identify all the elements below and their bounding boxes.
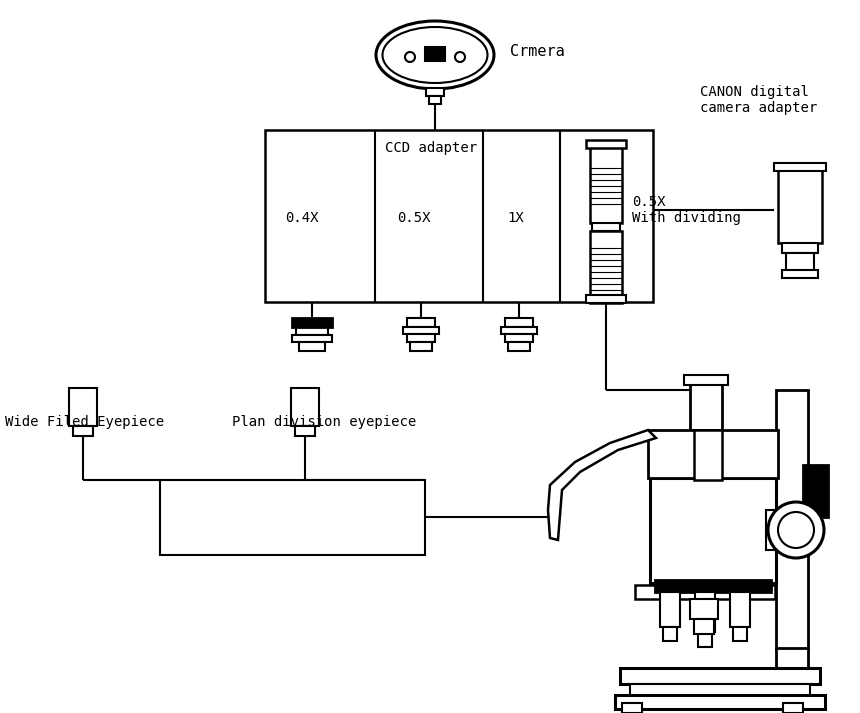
Bar bbox=[410, 342, 432, 351]
Bar bbox=[292, 318, 332, 327]
Bar bbox=[403, 327, 439, 334]
Bar bbox=[650, 478, 776, 583]
Text: Crmera: Crmera bbox=[510, 44, 565, 59]
Bar bbox=[505, 334, 533, 342]
Bar bbox=[295, 426, 315, 436]
Circle shape bbox=[405, 52, 415, 62]
Text: CANON digital
camera adapter: CANON digital camera adapter bbox=[700, 85, 817, 115]
Bar bbox=[296, 327, 328, 335]
Bar bbox=[694, 430, 722, 480]
Circle shape bbox=[768, 502, 824, 558]
Circle shape bbox=[778, 512, 814, 548]
Bar bbox=[630, 684, 810, 696]
Bar bbox=[635, 585, 775, 599]
Bar bbox=[69, 388, 97, 426]
Bar bbox=[690, 599, 718, 619]
Bar bbox=[501, 327, 537, 334]
Bar bbox=[73, 426, 93, 436]
Bar bbox=[690, 380, 722, 430]
Bar bbox=[782, 243, 818, 253]
Bar bbox=[592, 223, 620, 231]
Bar bbox=[622, 703, 642, 713]
Bar bbox=[648, 430, 778, 478]
Bar bbox=[615, 695, 825, 709]
Text: Plan division eyepiece: Plan division eyepiece bbox=[232, 415, 416, 429]
Text: 1X: 1X bbox=[507, 211, 524, 225]
Bar bbox=[776, 648, 808, 668]
Bar bbox=[291, 388, 319, 426]
Bar bbox=[663, 627, 677, 641]
Bar bbox=[803, 465, 828, 517]
Bar bbox=[684, 375, 728, 385]
Bar bbox=[265, 130, 653, 302]
Text: 0.4X: 0.4X bbox=[285, 211, 318, 225]
Bar bbox=[299, 342, 325, 351]
Bar bbox=[783, 703, 803, 713]
Bar bbox=[786, 253, 814, 273]
Polygon shape bbox=[548, 430, 656, 540]
Text: CCD adapter: CCD adapter bbox=[385, 141, 477, 155]
Bar bbox=[586, 295, 626, 303]
Bar bbox=[730, 592, 750, 627]
Bar bbox=[620, 668, 820, 684]
Bar bbox=[698, 632, 712, 647]
Bar bbox=[292, 335, 332, 342]
Ellipse shape bbox=[383, 27, 488, 83]
Text: Wide Filed Eyepiece: Wide Filed Eyepiece bbox=[5, 415, 164, 429]
Bar bbox=[590, 231, 622, 303]
Bar bbox=[660, 592, 680, 627]
Bar bbox=[425, 47, 445, 61]
Bar bbox=[782, 270, 818, 278]
Bar bbox=[774, 163, 826, 171]
Bar bbox=[778, 168, 822, 243]
Bar bbox=[407, 334, 435, 342]
Bar bbox=[694, 619, 714, 634]
Bar bbox=[776, 390, 808, 650]
Bar bbox=[695, 592, 715, 632]
Bar bbox=[407, 318, 435, 327]
Bar bbox=[160, 480, 425, 555]
Bar bbox=[505, 318, 533, 327]
Circle shape bbox=[455, 52, 465, 62]
Text: 0.5X
With dividing: 0.5X With dividing bbox=[632, 195, 740, 225]
Bar bbox=[426, 88, 444, 96]
Bar bbox=[590, 145, 622, 223]
Bar bbox=[586, 140, 626, 148]
Bar bbox=[508, 342, 530, 351]
Bar bbox=[733, 627, 747, 641]
Bar bbox=[655, 580, 771, 592]
Bar bbox=[766, 510, 796, 550]
Bar bbox=[429, 96, 441, 104]
Ellipse shape bbox=[376, 21, 494, 89]
Text: 0.5X: 0.5X bbox=[397, 211, 431, 225]
